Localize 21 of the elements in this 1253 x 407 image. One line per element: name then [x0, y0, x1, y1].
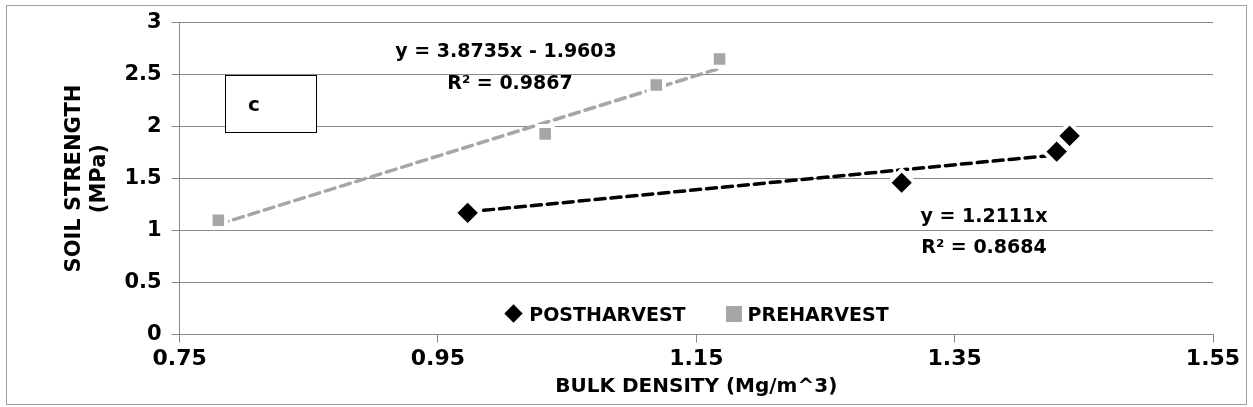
y-axis-title: SOIL STRENGTH (MPa)	[61, 84, 111, 273]
x-tick-label: 0.95	[410, 344, 466, 370]
label-box: c	[225, 75, 317, 133]
y-tick-label: 1	[146, 217, 162, 242]
legend-label: POSTHARVEST	[529, 302, 686, 325]
x-tick-label: 0.75	[152, 344, 207, 370]
y-tick-label: 0	[146, 321, 162, 346]
annotation: R² = 0.8684	[921, 234, 1047, 257]
annotation: y = 1.2111x	[920, 203, 1048, 226]
legend-label: PREHARVEST	[747, 302, 889, 325]
y-tick-label: 3	[146, 9, 162, 34]
annotation: y = 3.8735x - 1.9603	[395, 38, 617, 61]
annotation: R² = 0.9867	[447, 70, 573, 93]
y-tick-label: 0.5	[124, 269, 162, 294]
x-tick-label: 1.35	[927, 344, 982, 370]
y-tick-label: 2	[146, 113, 162, 138]
y-tick-label: 2.5	[124, 61, 162, 86]
x-tick-label: 1.55	[1185, 344, 1241, 370]
x-axis-title: BULK DENSITY (Mg/m^3)	[555, 373, 838, 398]
x-tick-label: 1.15	[669, 344, 724, 370]
y-tick-label: 1.5	[124, 165, 162, 190]
